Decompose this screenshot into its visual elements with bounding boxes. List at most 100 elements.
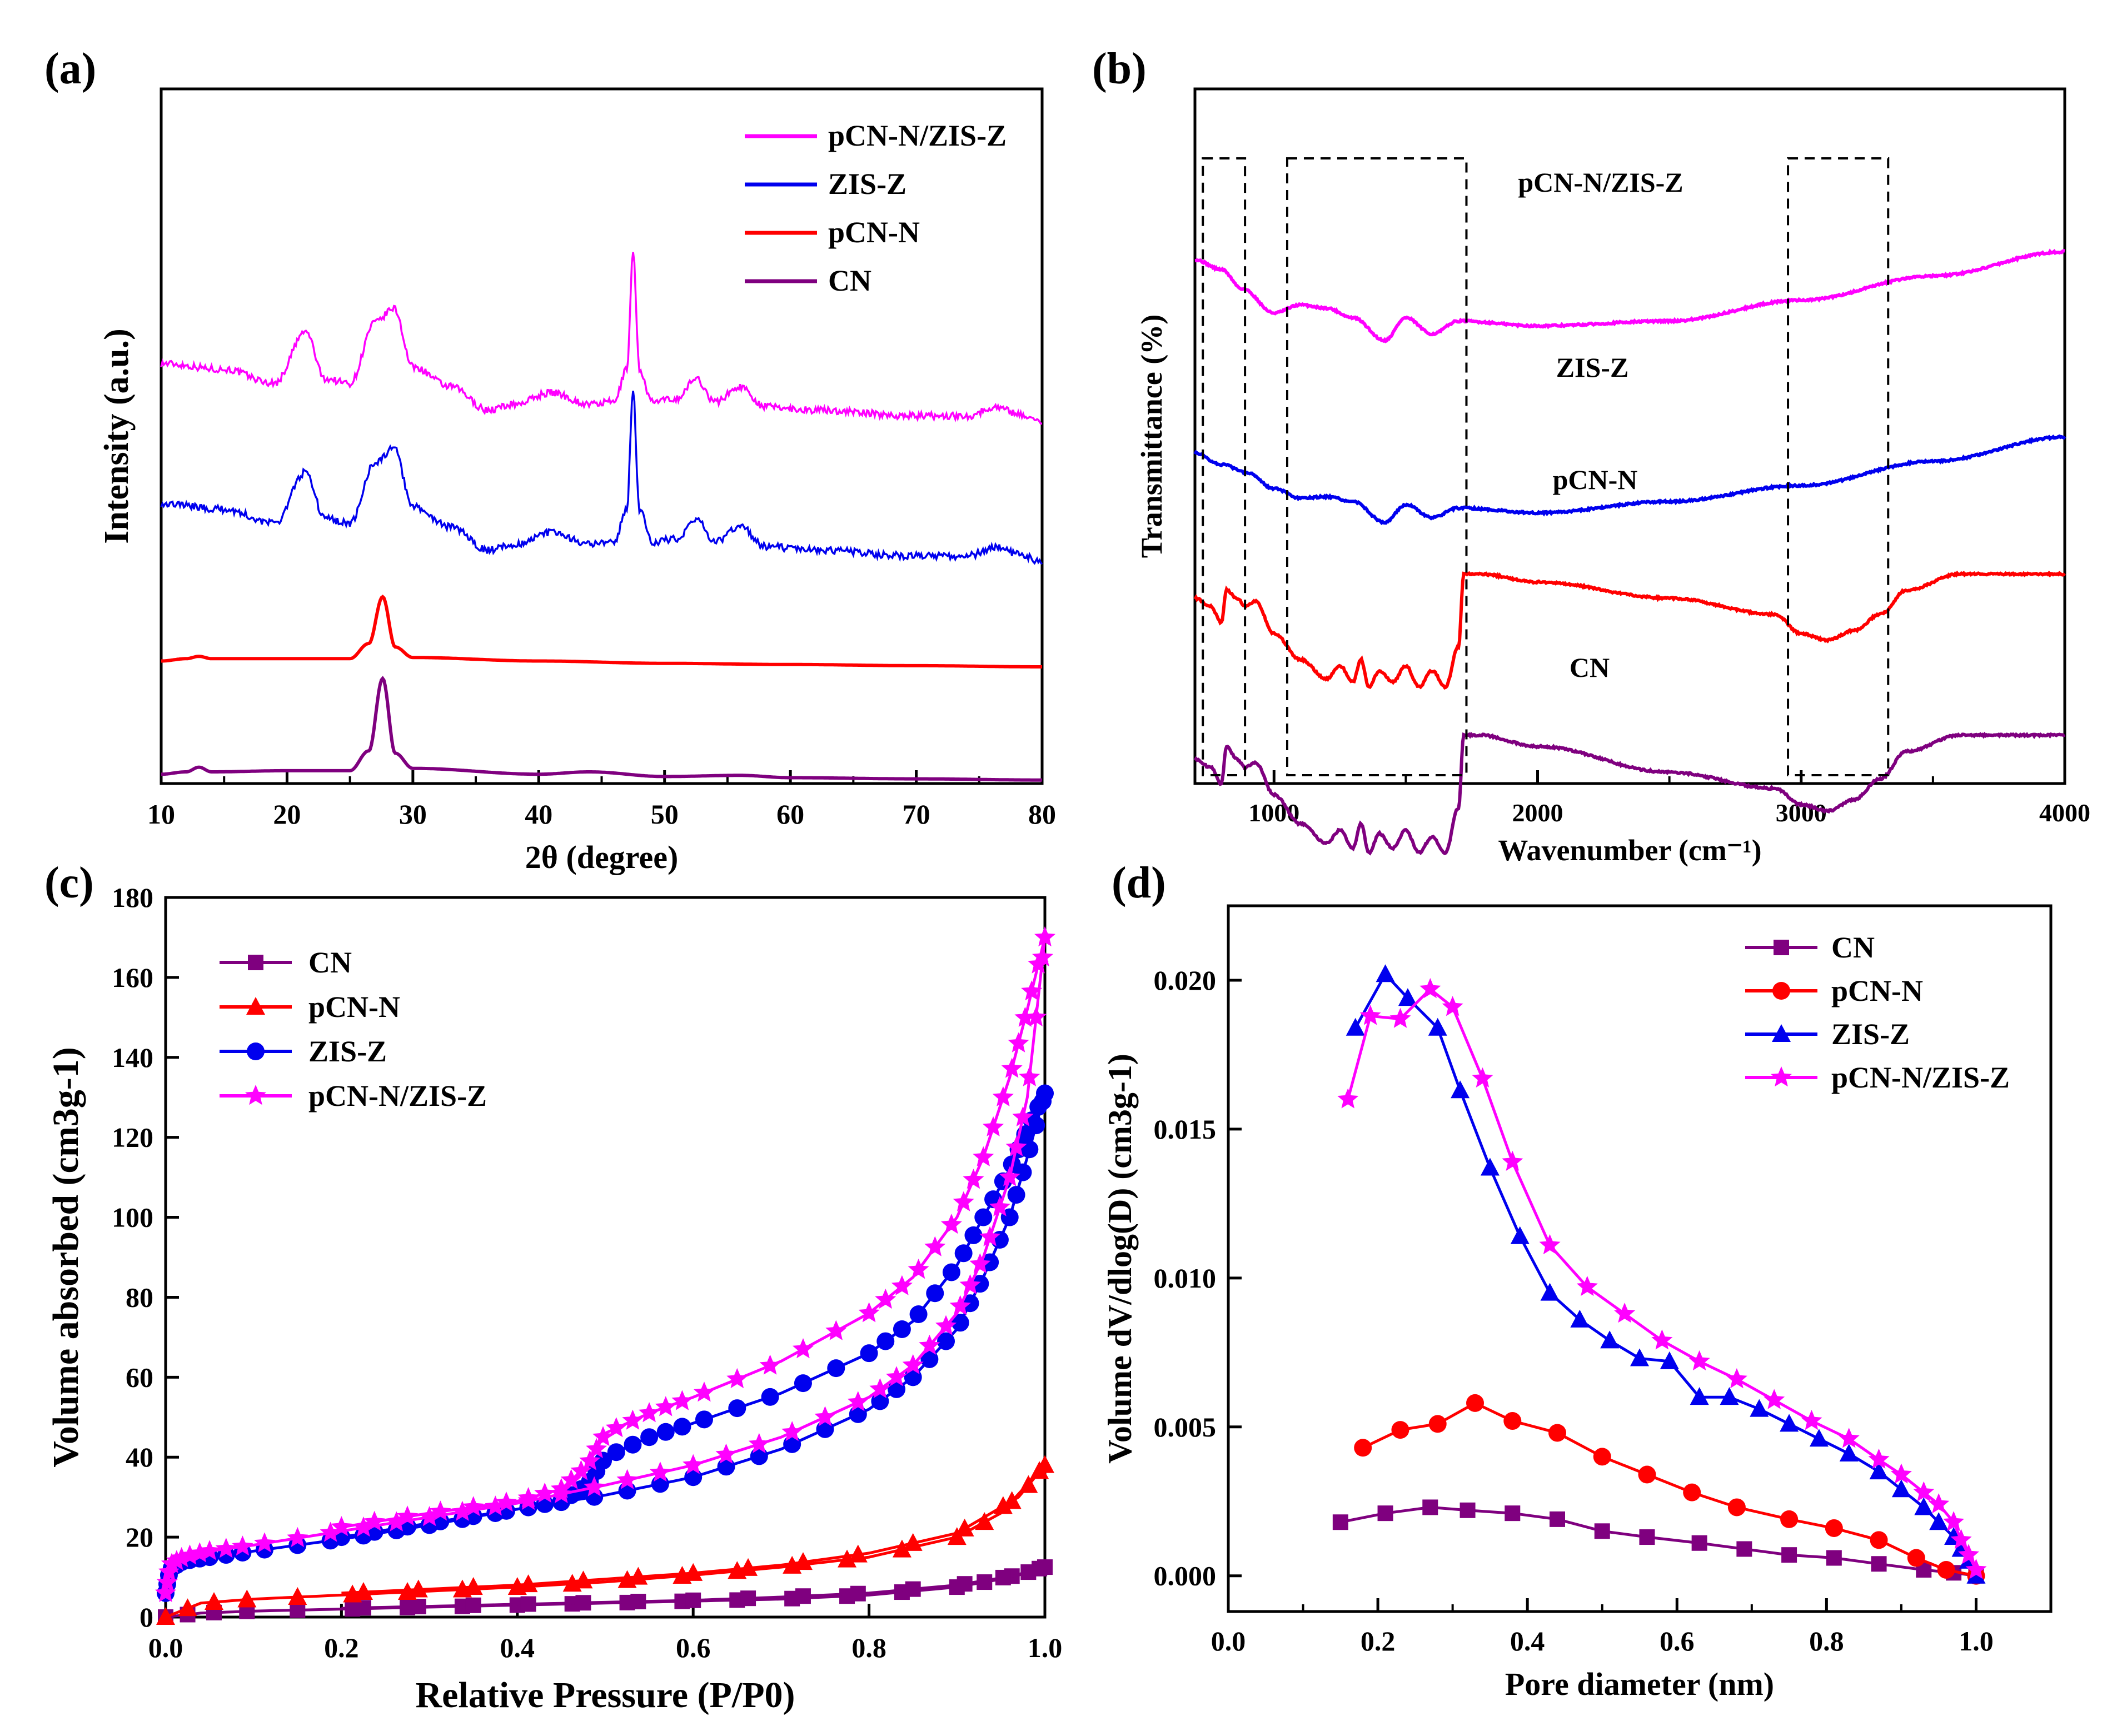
panel-c-series-pcn-n-zis-z-point <box>963 1169 984 1189</box>
panel-c-series-pcn-n-zis-z-point <box>639 1402 660 1423</box>
panel-c-y-tick-label: 0 <box>140 1602 153 1633</box>
panel-c-series-pcn-n-point <box>848 1544 868 1563</box>
panel-a-x-tick-label: 10 <box>147 799 175 830</box>
panel-c-series-pcn-n-point <box>574 1570 593 1589</box>
panel-c-y-tick-label: 140 <box>112 1042 153 1073</box>
panel-c-legend-cn-marker <box>248 955 263 970</box>
panel-c-series-pcn-n-zis-z-point <box>1014 1006 1036 1027</box>
panel-d-legend-zis-z-marker <box>1772 1024 1791 1042</box>
panel-a-x-axis-title: 2θ (degree) <box>525 839 679 875</box>
panel-d-series-pcn-n-point <box>1907 1549 1925 1567</box>
panel-c-series-pcn-n-zis-z-point <box>550 1478 572 1498</box>
panel-b-series-cn-line <box>1193 731 2066 856</box>
panel-c-series-zis-z-point <box>827 1359 845 1378</box>
panel-c-series-pcn-n-zis-z-point <box>683 1454 704 1474</box>
panel-c-series-pcn-n-zis-z-point <box>953 1191 974 1211</box>
panel-d-series-zis-z-point <box>1398 988 1417 1006</box>
panel-c-series-pcn-n-zis-z-point <box>919 1334 940 1355</box>
panel-d-series-pcn-n-point <box>1466 1394 1484 1412</box>
panel-d-series-pcn-n-zis-z-point <box>1943 1511 1965 1532</box>
panel-c-series-pcn-n-point <box>975 1512 994 1530</box>
panel-c-series-zis-z-point <box>951 1314 969 1332</box>
panel-c-x-tick-label: 0.0 <box>148 1632 183 1663</box>
panel-c-series-pcn-n-zis-z-point <box>924 1236 946 1256</box>
panel-c-series-pcn-n-zis-z-point <box>622 1409 644 1430</box>
panel-d-series-pcn-n-zis-z-point <box>1359 1005 1381 1025</box>
panel-a-series-pcn-n-zis-z-line <box>160 252 1042 425</box>
panel-c-series-pcn-n-zis-z-point <box>649 1461 671 1482</box>
panel-c-series-pcn-n-zis-z-point <box>592 1426 614 1446</box>
panel-label-d: (d) <box>1112 859 1166 907</box>
panel-d-series-pcn-n-point <box>1391 1421 1409 1439</box>
panel-c-series-pcn-n-zis-z-point <box>1021 980 1043 1001</box>
panel-d-legend-pcn-n-zis-z-label: pCN-N/ZIS-Z <box>1831 1061 2010 1094</box>
panel-d-series-pcn-n-line <box>1362 1401 1976 1578</box>
panel-c-legend-pcn-n-label: pCN-N <box>308 990 400 1024</box>
panel-d-series-pcn-n-zis-z-point <box>1913 1481 1935 1501</box>
panel-c-series-pcn-n-zis-z-point <box>1019 1066 1040 1086</box>
panel-c-plot-frame <box>164 896 1047 1619</box>
panel-d-series-zis-z-point <box>1914 1497 1934 1515</box>
panel-c-y-tick-label: 120 <box>112 1122 153 1153</box>
panel-d-series-pcn-n-point <box>1503 1412 1522 1430</box>
panel-c-series-pcn-n-zis-z-point <box>1025 1006 1047 1026</box>
panel-c-series-pcn-n-point <box>237 1589 257 1608</box>
panel-d-series-pcn-n-zis-z-point <box>1614 1303 1636 1323</box>
panel-c-series-pcn-n-zis-z-point <box>935 1315 957 1335</box>
panel-c-legend-zis-z-label: ZIS-Z <box>308 1035 387 1068</box>
panel-d-series-zis-z-point <box>1630 1348 1649 1366</box>
panel-c-series-cn-point <box>410 1599 426 1615</box>
panel-d-series-zis-z-point <box>1428 1017 1447 1036</box>
panel-c-series-zis-z-point <box>909 1305 928 1324</box>
panel-b-annotation-pcn-n-zis-z: pCN-N/ZIS-Z <box>1518 167 1683 198</box>
panel-d-series-pcn-n-zis-z-point <box>1764 1389 1785 1409</box>
panel-c-series-zis-z-point <box>920 1350 939 1368</box>
panel-c-series-pcn-n-zis-z-point <box>462 1496 484 1516</box>
panel-d-legend-pcn-n-zis-z-marker <box>1771 1066 1792 1087</box>
panel-c-series-cn-point <box>685 1592 701 1608</box>
panel-c-series-pcn-n-zis-z-point <box>999 1166 1020 1186</box>
panel-c-series-pcn-n-zis-z-point <box>825 1320 847 1340</box>
panel-c-series-pcn-n-point <box>838 1549 857 1568</box>
panel-c-series-pcn-n-zis-z-point <box>781 1421 803 1441</box>
panel-c-series-zis-z-point <box>728 1399 746 1418</box>
panel-d-series-cn-point <box>1871 1556 1887 1572</box>
panel-d-series-cn-point <box>1691 1535 1707 1551</box>
panel-c-series-zis-z-point <box>954 1244 973 1263</box>
panel-d-series-zis-z-point <box>1600 1330 1620 1349</box>
panel-c-series-pcn-n-zis-z-point <box>352 1516 374 1537</box>
panel-d-series-cn-point <box>1594 1523 1610 1539</box>
panel-c-series-zis-z-point <box>893 1320 911 1338</box>
panel-d-y-tick-label: 0.000 <box>1154 1560 1217 1592</box>
panel-d-y-tick-label: 0.010 <box>1154 1263 1217 1294</box>
panel-c-series-pcn-n-point <box>353 1582 373 1600</box>
panel-c-y-tick-label: 180 <box>112 882 153 913</box>
panel-d-y-axis-title: Volume dV/dlog(D) (cm3g-1) <box>1102 1054 1138 1464</box>
panel-c-series-zis-z-point <box>1029 1098 1048 1116</box>
panel-c-series-pcn-n-zis-z-point <box>715 1443 737 1464</box>
panel-a-series-cn-line <box>161 676 1042 782</box>
panel-label-c: (c) <box>44 859 94 907</box>
panel-c-y-tick-label: 40 <box>126 1441 153 1473</box>
panel-c-series-pcn-n-zis-z-point <box>973 1146 994 1166</box>
panel-a-y-axis-title: Intensity (a.u.) <box>98 328 136 544</box>
panel-c-series-pcn-n-point <box>464 1577 483 1595</box>
panel-d-y-tick-label: 0.005 <box>1154 1411 1217 1443</box>
panel-c-series-pcn-n-point <box>739 1558 758 1576</box>
panel-c-series-pcn-n-zis-z-point <box>748 1433 770 1453</box>
panel-d-series-pcn-n-zis-z-point <box>1950 1529 1972 1549</box>
panel-c-series-pcn-n-point <box>409 1579 428 1598</box>
panel-d-series-zis-z-point <box>1660 1351 1679 1369</box>
panel-d-series-cn-point <box>1332 1514 1348 1530</box>
panel-label-a: (a) <box>44 44 96 93</box>
panel-d-legend-pcn-n-label: pCN-N <box>1831 974 1923 1007</box>
panel-d-series-zis-z-point <box>1929 1512 1949 1530</box>
panel-c-x-tick-label: 0.4 <box>500 1632 535 1663</box>
panel-d-x-tick-label: 0.8 <box>1809 1625 1844 1657</box>
panel-c-series-pcn-n-zis-z-point <box>166 1550 187 1570</box>
panel-d-series-pcn-n-zis-z-point <box>1472 1067 1493 1088</box>
panel-c-x-tick-label: 1.0 <box>1028 1632 1063 1663</box>
panel-a-xrd-chart: 10 20 30 40 50 60 70 80 2θ (degree) Intensity (a.… <box>98 87 1056 875</box>
panel-d-x-tick-label: 0.6 <box>1660 1625 1695 1657</box>
panel-c-series-zis-z-point <box>640 1428 659 1446</box>
